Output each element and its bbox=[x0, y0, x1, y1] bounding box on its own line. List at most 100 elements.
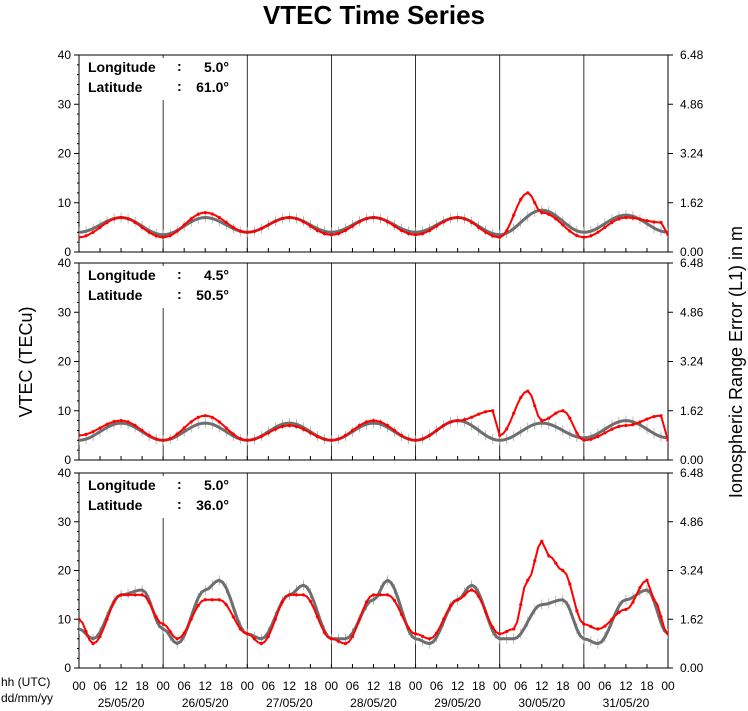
measured-point bbox=[568, 229, 572, 233]
date-label: 30/05/20 bbox=[518, 696, 565, 710]
measured-line bbox=[79, 390, 668, 442]
measured-point bbox=[140, 225, 144, 229]
measured-point bbox=[435, 428, 439, 433]
measured-point bbox=[189, 217, 193, 221]
longitude-label: Longitude bbox=[88, 477, 156, 493]
y-right-tick-label: 0.00 bbox=[680, 661, 704, 675]
measured-point bbox=[470, 220, 474, 225]
measured-point bbox=[238, 229, 242, 233]
y-axis-label-right: Ionospheric Range Error (L1) in m bbox=[726, 226, 746, 498]
longitude-label: Longitude bbox=[88, 267, 156, 283]
measured-point bbox=[589, 234, 593, 238]
measured-point bbox=[568, 582, 572, 586]
y-right-tick-label: 3.24 bbox=[680, 147, 704, 161]
y-tick-label: 10 bbox=[58, 404, 72, 418]
measured-point bbox=[350, 634, 355, 639]
y-right-tick-label: 4.86 bbox=[680, 97, 704, 111]
measured-point bbox=[175, 229, 179, 233]
x-tick-label: 12 bbox=[367, 679, 381, 693]
y-right-tick-label: 6.48 bbox=[680, 256, 704, 270]
y-right-tick-label: 6.48 bbox=[680, 48, 704, 62]
measured-point bbox=[449, 217, 453, 221]
measured-point bbox=[582, 438, 586, 442]
measured-point bbox=[399, 612, 404, 616]
measured-point bbox=[491, 234, 495, 238]
measured-point bbox=[603, 225, 607, 229]
measured-point bbox=[147, 433, 151, 437]
measured-point bbox=[301, 593, 305, 597]
y-right-tick-label: 3.24 bbox=[680, 564, 704, 578]
measured-point bbox=[315, 435, 320, 439]
measured-point bbox=[189, 420, 193, 424]
measured-point bbox=[119, 593, 123, 597]
measured-point bbox=[231, 432, 235, 436]
latitude-value: 36.0° bbox=[196, 497, 229, 513]
measured-point bbox=[427, 433, 432, 437]
x-tick-label: 18 bbox=[472, 679, 486, 693]
y-right-tick-label: 4.86 bbox=[680, 515, 704, 529]
date-label: 31/05/20 bbox=[603, 696, 650, 710]
measured-point bbox=[357, 617, 362, 621]
measured-point bbox=[112, 600, 116, 604]
measured-point bbox=[659, 220, 663, 225]
measured-point bbox=[610, 220, 614, 225]
location-info: Longitude: 5.0° Latitude:36.0° bbox=[84, 476, 236, 518]
measured-point bbox=[427, 637, 432, 641]
y-tick-label: 30 bbox=[58, 515, 72, 529]
y-right-tick-label: 0.00 bbox=[680, 453, 704, 467]
x-tick-label: 00 bbox=[241, 679, 255, 693]
date-label: 29/05/20 bbox=[434, 696, 481, 710]
measured-point bbox=[238, 437, 242, 441]
measured-point bbox=[491, 625, 495, 630]
measured-point bbox=[168, 233, 172, 238]
measured-point bbox=[624, 423, 628, 428]
longitude-colon: : bbox=[177, 476, 182, 492]
measured-point bbox=[512, 411, 516, 415]
measured-point bbox=[554, 561, 558, 565]
measured-point bbox=[308, 224, 312, 228]
measured-point bbox=[519, 197, 523, 201]
measured-point bbox=[189, 617, 193, 621]
measured-point bbox=[631, 422, 635, 427]
y-right-tick-label: 4.86 bbox=[680, 305, 704, 319]
x-tick-label: 18 bbox=[135, 679, 149, 693]
measured-point bbox=[273, 219, 277, 223]
measured-point bbox=[477, 412, 481, 416]
x-tick-label: 00 bbox=[156, 679, 170, 693]
measured-point bbox=[287, 215, 291, 220]
measured-point bbox=[484, 230, 488, 234]
measured-point bbox=[301, 220, 305, 224]
panel-bottom: 0 10 20 30 40 0.00 1.62 3.24 4.86 6.48 Longitude: 5… bbox=[58, 466, 704, 675]
measured-point bbox=[385, 423, 390, 428]
measured-point bbox=[357, 220, 362, 224]
latitude-value: 50.5° bbox=[196, 287, 229, 303]
y-right-tick-label: 1.62 bbox=[680, 612, 704, 626]
measured-point bbox=[603, 431, 607, 435]
measured-point bbox=[610, 427, 614, 431]
measured-point bbox=[610, 617, 614, 621]
measured-point bbox=[119, 419, 123, 423]
measured-point bbox=[343, 642, 348, 646]
x-tick-label: 00 bbox=[409, 679, 423, 693]
measured-point bbox=[294, 593, 298, 597]
panel-middle: 0 10 20 30 40 0.00 1.62 3.24 4.86 6.48 Longitude: 4… bbox=[58, 256, 704, 467]
measured-point bbox=[533, 201, 537, 205]
measured-point bbox=[547, 212, 551, 216]
measured-point bbox=[79, 235, 81, 239]
measured-point bbox=[406, 232, 411, 236]
x-tick-label: 06 bbox=[177, 679, 191, 693]
measured-point bbox=[666, 233, 668, 237]
measured-point bbox=[392, 224, 397, 228]
measured-point bbox=[645, 219, 649, 223]
measured-point bbox=[280, 424, 284, 429]
measured-point bbox=[203, 598, 207, 602]
measured-point bbox=[477, 225, 481, 229]
measured-point bbox=[505, 629, 509, 634]
measured-point bbox=[470, 415, 474, 419]
location-info: Longitude: 5.0° Latitude:61.0° bbox=[84, 58, 236, 100]
measured-point bbox=[596, 627, 600, 631]
x-tick-label: 06 bbox=[598, 679, 612, 693]
measured-point bbox=[98, 634, 102, 639]
y-right-tick-label: 6.48 bbox=[680, 466, 704, 480]
measured-point bbox=[554, 411, 558, 415]
